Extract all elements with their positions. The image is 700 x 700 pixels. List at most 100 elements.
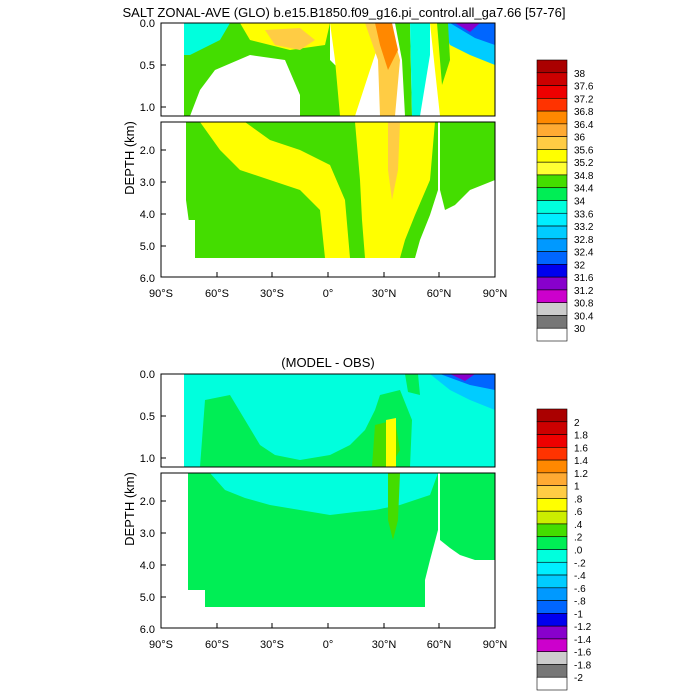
diff-colorbar-swatch [536, 447, 568, 461]
diff-colorbar-swatch [536, 651, 568, 665]
salt-colorbar-label: 36.4 [574, 120, 594, 131]
diff-colorbar-label: 1.6 [574, 443, 588, 454]
diff-x-tick-label: 90°S [149, 639, 173, 651]
salt-colorbar-label: 34.8 [574, 171, 594, 182]
salt-x-tick-label: 30°N [372, 288, 397, 300]
diff-colorbar-swatch [536, 600, 568, 614]
diff-colorbar-label: 1.8 [574, 431, 588, 442]
salt-panel: 0.0 0.5 1.0 2.0 3.0 4.0 5.0 6.0 DEPTH (k… [122, 18, 594, 342]
diff-colorbar-label: .6 [574, 507, 583, 518]
salt-colorbar-swatch [536, 123, 568, 137]
diff-colorbar-swatch [536, 510, 568, 525]
salt-colorbar-swatch [536, 161, 568, 176]
salt-y-tick-label: 4.0 [140, 209, 155, 221]
diff-colorbar-label: -.8 [574, 597, 586, 608]
diff-subtitle: (MODEL - OBS) [281, 355, 374, 370]
diff-upper-field [161, 374, 495, 467]
diff-x-tick-label: 30°S [260, 639, 284, 651]
salt-colorbar-swatch [536, 59, 568, 74]
diff-x-tick-label: 60°S [205, 639, 229, 651]
diff-y-tick-label: 2.0 [140, 496, 155, 508]
salt-colorbar-swatch [536, 302, 568, 316]
salt-lower-field [161, 122, 495, 277]
diff-colorbar-swatch [536, 664, 568, 678]
salt-colorbar-swatch [536, 98, 568, 112]
diff-colorbar-label: 1.2 [574, 469, 588, 480]
salt-x-tick-label: 90°S [149, 288, 173, 300]
diff-y-tick-label: 3.0 [140, 528, 155, 540]
diff-colorbar-swatch [536, 536, 568, 550]
chart-title: SALT ZONAL-AVE (GLO) b.e15.B1850.f09_g16… [123, 5, 566, 20]
salt-colorbar-swatch [536, 187, 568, 201]
diff-y-tick-label: 0.0 [140, 369, 155, 381]
salt-colorbar-swatch [536, 289, 568, 303]
diff-colorbar-swatch [536, 613, 568, 627]
salt-colorbar-label: 35.6 [574, 145, 594, 156]
diff-colorbar-swatch [536, 421, 568, 435]
salt-colorbar-label: 34 [574, 197, 586, 208]
salt-colorbar-label: 30 [574, 324, 586, 335]
salt-colorbar-label: 31.6 [574, 273, 594, 284]
salt-colorbar-label: 31.2 [574, 286, 594, 297]
diff-colorbar-swatch [536, 561, 568, 576]
salt-colorbar-swatch [536, 251, 568, 265]
salt-colorbar-label: 32.8 [574, 235, 594, 246]
salt-colorbar-swatch [536, 110, 568, 125]
salt-colorbar-swatch [536, 276, 568, 291]
diff-colorbar-swatch [536, 408, 568, 423]
salt-y-ticks-lower: 2.0 3.0 4.0 5.0 6.0 [140, 145, 166, 285]
diff-colorbar-swatch [536, 574, 568, 589]
diff-x-tick-label: 90°N [483, 639, 508, 651]
salt-y-tick-label: 1.0 [140, 102, 155, 114]
salt-colorbar-swatch [536, 136, 568, 150]
diff-x-ticks: 90°S 60°S 30°S 0° 30°N 60°N 90°N [149, 623, 507, 651]
salt-colorbar-label: 38 [574, 69, 586, 80]
salt-y-tick-label: 0.0 [140, 18, 155, 30]
salt-y-ticks-upper: 0.0 0.5 1.0 [140, 18, 166, 114]
salt-colorbar-swatch [536, 149, 568, 163]
salt-colorbar-label: 32 [574, 260, 586, 271]
diff-colorbar-label: -1.2 [574, 622, 592, 633]
diff-panel: (MODEL - OBS) [122, 355, 592, 691]
salt-colorbar-label: 36 [574, 133, 586, 144]
salt-colorbar-label: 34.4 [574, 184, 594, 195]
salt-colorbar-label: 33.2 [574, 222, 594, 233]
diff-x-tick-label: 60°N [427, 639, 452, 651]
diff-colorbar-label: -2 [574, 673, 583, 684]
salt-colorbar-label: 30.4 [574, 311, 594, 322]
diff-y-tick-label: 1.0 [140, 453, 155, 465]
diff-colorbar-swatch [536, 485, 568, 499]
diff-colorbar-label: .0 [574, 546, 583, 557]
salt-x-tick-label: 60°S [205, 288, 229, 300]
salt-colorbar-label: 30.8 [574, 299, 594, 310]
diff-colorbar-label: .8 [574, 494, 583, 505]
salt-colorbar-label: 32.4 [574, 248, 594, 259]
diff-y-axis-label: DEPTH (km) [122, 472, 137, 546]
salt-colorbar-swatch [536, 315, 568, 329]
salt-colorbar-label: 37.2 [574, 94, 594, 105]
diff-lower-field [161, 473, 495, 628]
diff-colorbar-label: -.4 [574, 571, 586, 582]
diff-colorbar-swatch [536, 523, 568, 538]
diff-colorbar-swatch [536, 587, 568, 601]
diff-y-ticks-upper: 0.0 0.5 1.0 [140, 369, 166, 465]
salt-upper-field [161, 23, 495, 116]
diff-colorbar-label: .4 [574, 520, 583, 531]
salt-x-ticks: 90°S 60°S 30°S 0° 30°N 60°N 90°N [149, 272, 507, 300]
diff-colorbar-swatch [536, 498, 568, 512]
diff-colorbar-swatch [536, 459, 568, 474]
salt-colorbar-swatch [536, 85, 568, 99]
diff-x-tick-label: 30°N [372, 639, 397, 651]
diff-y-ticks-lower: 2.0 3.0 4.0 5.0 6.0 [140, 496, 166, 636]
diff-colorbar-swatch [536, 638, 568, 652]
salt-colorbar-label: 35.2 [574, 158, 594, 169]
salt-y-tick-label: 2.0 [140, 145, 155, 157]
diff-colorbar-label: -1.4 [574, 635, 592, 646]
salt-colorbar-swatch [536, 264, 568, 278]
salt-y-tick-label: 6.0 [140, 273, 155, 285]
salt-colorbar-swatch [536, 238, 568, 252]
salt-colorbar-label: 33.6 [574, 209, 594, 220]
salt-x-tick-label: 60°N [427, 288, 452, 300]
salt-colorbar-label: 36.8 [574, 107, 594, 118]
